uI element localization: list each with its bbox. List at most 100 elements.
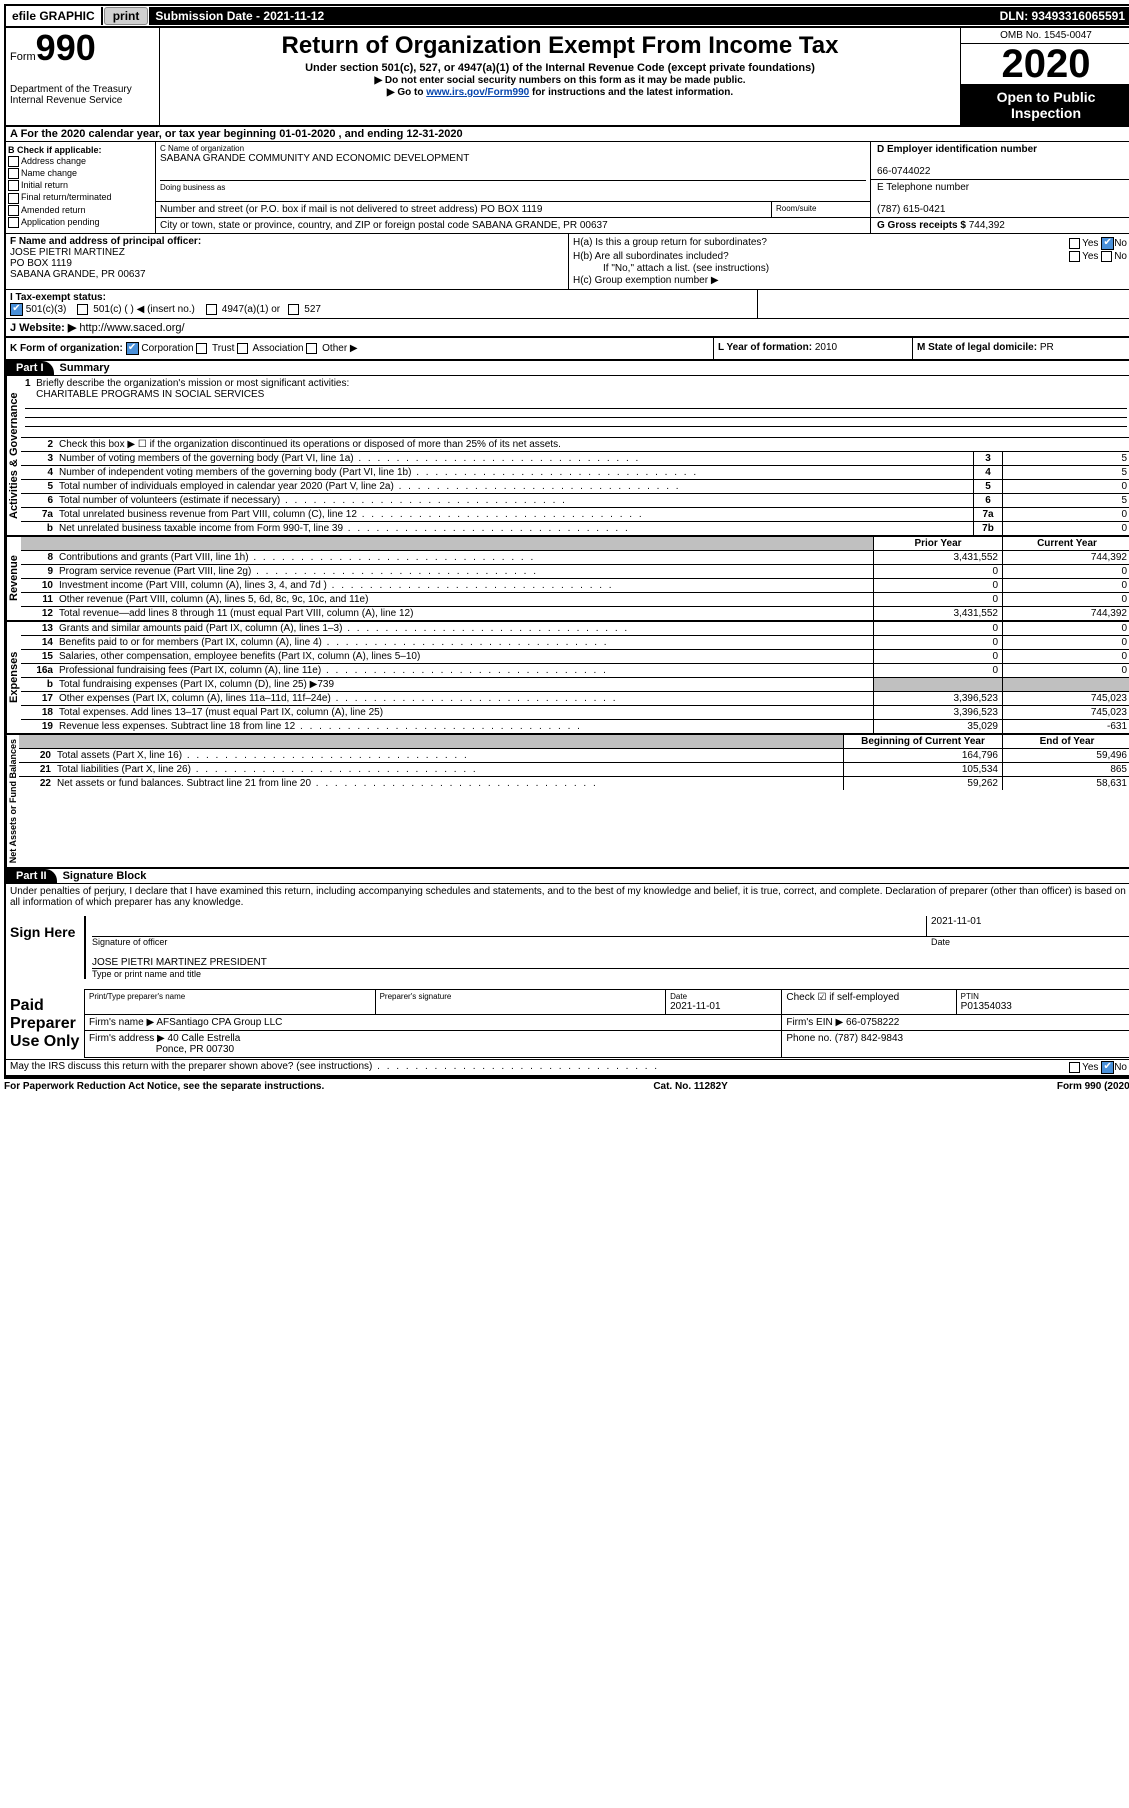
mission-text: CHARITABLE PROGRAMS IN SOCIAL SERVICES [36, 389, 264, 400]
line-6: 6Total number of volunteers (estimate if… [21, 493, 1129, 507]
h-a: H(a) Is this a group return for subordin… [573, 237, 1127, 250]
chk-other[interactable] [306, 343, 317, 354]
h-c: H(c) Group exemption number ▶ [573, 275, 1127, 286]
cat-no: Cat. No. 11282Y [653, 1081, 727, 1092]
sign-here-section: Sign Here 2021-11-01 Signature of office… [6, 916, 1129, 979]
chk-amended-return[interactable]: Amended return [8, 205, 153, 216]
instr-2: ▶ Go to www.irs.gov/Form990 for instruct… [162, 87, 958, 98]
column-de: D Employer identification number 66-0744… [870, 142, 1129, 233]
header-right: OMB No. 1545-0047 2020 Open to PublicIns… [960, 28, 1129, 125]
chk-501c3[interactable] [10, 303, 23, 316]
state-domicile: M State of legal domicile: PR [912, 338, 1129, 359]
line-4: 4Number of independent voting members of… [21, 465, 1129, 479]
governance-label: Activities & Governance [6, 376, 21, 535]
year-formation: L Year of formation: 2010 [713, 338, 912, 359]
chk-corp[interactable] [126, 342, 139, 355]
ha-no[interactable] [1101, 237, 1114, 250]
principal-officer: F Name and address of principal officer:… [6, 234, 569, 289]
h-group-return: H(a) Is this a group return for subordin… [569, 234, 1129, 289]
h-note: If "No," attach a list. (see instruction… [573, 263, 1127, 274]
chk-4947[interactable] [206, 304, 217, 315]
line-12: 12Total revenue—add lines 8 through 11 (… [21, 606, 1129, 620]
part-ii-header: Part II Signature Block [6, 869, 1129, 884]
f-h-row: F Name and address of principal officer:… [6, 234, 1129, 290]
gross-receipts: G Gross receipts $ 744,392 [871, 218, 1129, 233]
line-14: 14Benefits paid to or for members (Part … [21, 635, 1129, 649]
website-value: http://www.saced.org/ [76, 322, 184, 334]
column-c-entity: C Name of organization SABANA GRANDE COM… [156, 142, 870, 233]
line-19: 19Revenue less expenses. Subtract line 1… [21, 719, 1129, 733]
hb-yes[interactable] [1069, 251, 1080, 262]
address-row: Number and street (or P.O. box if mail i… [156, 202, 870, 218]
line-7b: bNet unrelated business taxable income f… [21, 521, 1129, 535]
chk-initial-return[interactable]: Initial return [8, 180, 153, 191]
line-18: 18Total expenses. Add lines 13–17 (must … [21, 705, 1129, 719]
form-container: efile GRAPHIC print Submission Date - 20… [4, 4, 1129, 1079]
ha-yes[interactable] [1069, 238, 1080, 249]
discuss-yes[interactable] [1069, 1062, 1080, 1073]
i-j-row: I Tax-exempt status: 501(c)(3) 501(c) ( … [6, 290, 1129, 319]
chk-name-change[interactable]: Name change [8, 168, 153, 179]
instr-1: ▶ Do not enter social security numbers o… [162, 75, 958, 86]
form-number: Form990 [10, 30, 155, 66]
perjury-decl: Under penalties of perjury, I declare th… [6, 884, 1129, 910]
org-name-block: C Name of organization SABANA GRANDE COM… [156, 142, 870, 202]
h-b: H(b) Are all subordinates included? Yes … [573, 251, 1127, 262]
dept-label: Department of the Treasury Internal Reve… [10, 84, 155, 106]
city-value: SABANA GRANDE, PR 00637 [472, 220, 608, 231]
hb-no[interactable] [1101, 251, 1112, 262]
tax-year: 2020 [961, 44, 1129, 85]
ein-block: D Employer identification number 66-0744… [871, 142, 1129, 180]
line-7a: 7aTotal unrelated business revenue from … [21, 507, 1129, 521]
line-1: 1 Briefly describe the organization's mi… [21, 376, 1129, 437]
line-17: 17Other expenses (Part IX, column (A), l… [21, 691, 1129, 705]
line-13: 13Grants and similar amounts paid (Part … [21, 622, 1129, 635]
header-mid: Return of Organization Exempt From Incom… [160, 28, 960, 125]
net-header: Beginning of Current Year End of Year [19, 735, 1129, 748]
pra-notice: For Paperwork Reduction Act Notice, see … [4, 1081, 324, 1092]
revenue-section: Revenue Prior Year Current Year 8Contrib… [6, 537, 1129, 622]
line-9: 9Program service revenue (Part VIII, lin… [21, 564, 1129, 578]
submission-date: Submission Date - 2021-11-12 [149, 7, 993, 25]
form-of-org: K Form of organization: Corporation Trus… [6, 338, 713, 359]
phone-block: E Telephone number (787) 615-0421 [871, 180, 1129, 218]
org-name: SABANA GRANDE COMMUNITY AND ECONOMIC DEV… [160, 153, 469, 164]
paid-preparer-section: Paid Preparer Use Only Print/Type prepar… [6, 989, 1129, 1059]
efile-label: efile GRAPHIC [6, 7, 103, 25]
ein-value: 66-0744022 [877, 166, 930, 177]
discuss-row: May the IRS discuss this return with the… [6, 1059, 1129, 1077]
governance-section: Activities & Governance 1 Briefly descri… [6, 376, 1129, 537]
firm-name: AFSantiago CPA Group LLC [156, 1017, 282, 1028]
line-10: 10Investment income (Part VIII, column (… [21, 578, 1129, 592]
tax-exempt-status: I Tax-exempt status: 501(c)(3) 501(c) ( … [6, 290, 758, 318]
discuss-no[interactable] [1101, 1061, 1114, 1074]
chk-address-change[interactable]: Address change [8, 156, 153, 167]
line-8: 8Contributions and grants (Part VIII, li… [21, 550, 1129, 564]
chk-assoc[interactable] [237, 343, 248, 354]
chk-final-return[interactable]: Final return/terminated [8, 192, 153, 203]
part-i-header: Part I Summary [6, 361, 1129, 376]
top-bar: efile GRAPHIC print Submission Date - 20… [6, 6, 1129, 28]
chk-501c[interactable] [77, 304, 88, 315]
phone-value: (787) 615-0421 [877, 204, 945, 215]
open-inspection: Open to PublicInspection [961, 85, 1129, 125]
line-2: 2Check this box ▶ ☐ if the organization … [21, 437, 1129, 451]
form-ref: Form 990 (2020) [1057, 1081, 1129, 1092]
page-footer: For Paperwork Reduction Act Notice, see … [4, 1079, 1129, 1094]
revenue-header: Prior Year Current Year [21, 537, 1129, 550]
chk-application-pending[interactable]: Application pending [8, 217, 153, 228]
line-21: 21Total liabilities (Part X, line 26) 10… [19, 762, 1129, 776]
form-header: Form990 Department of the Treasury Inter… [6, 28, 1129, 127]
form990-link[interactable]: www.irs.gov/Form990 [426, 87, 529, 98]
street-value: PO BOX 1119 [481, 204, 543, 215]
revenue-label: Revenue [6, 537, 21, 620]
net-assets-section: Net Assets or Fund Balances Beginning of… [6, 735, 1129, 869]
row-a-tax-year: A For the 2020 calendar year, or tax yea… [6, 127, 1129, 142]
print-button[interactable]: print [104, 7, 149, 25]
preparer-table: Print/Type preparer's name Preparer's si… [84, 989, 1129, 1058]
chk-527[interactable] [288, 304, 299, 315]
line-5: 5Total number of individuals employed in… [21, 479, 1129, 493]
line-20: 20Total assets (Part X, line 16) 164,796… [19, 748, 1129, 762]
expenses-label: Expenses [6, 622, 21, 733]
chk-trust[interactable] [196, 343, 207, 354]
